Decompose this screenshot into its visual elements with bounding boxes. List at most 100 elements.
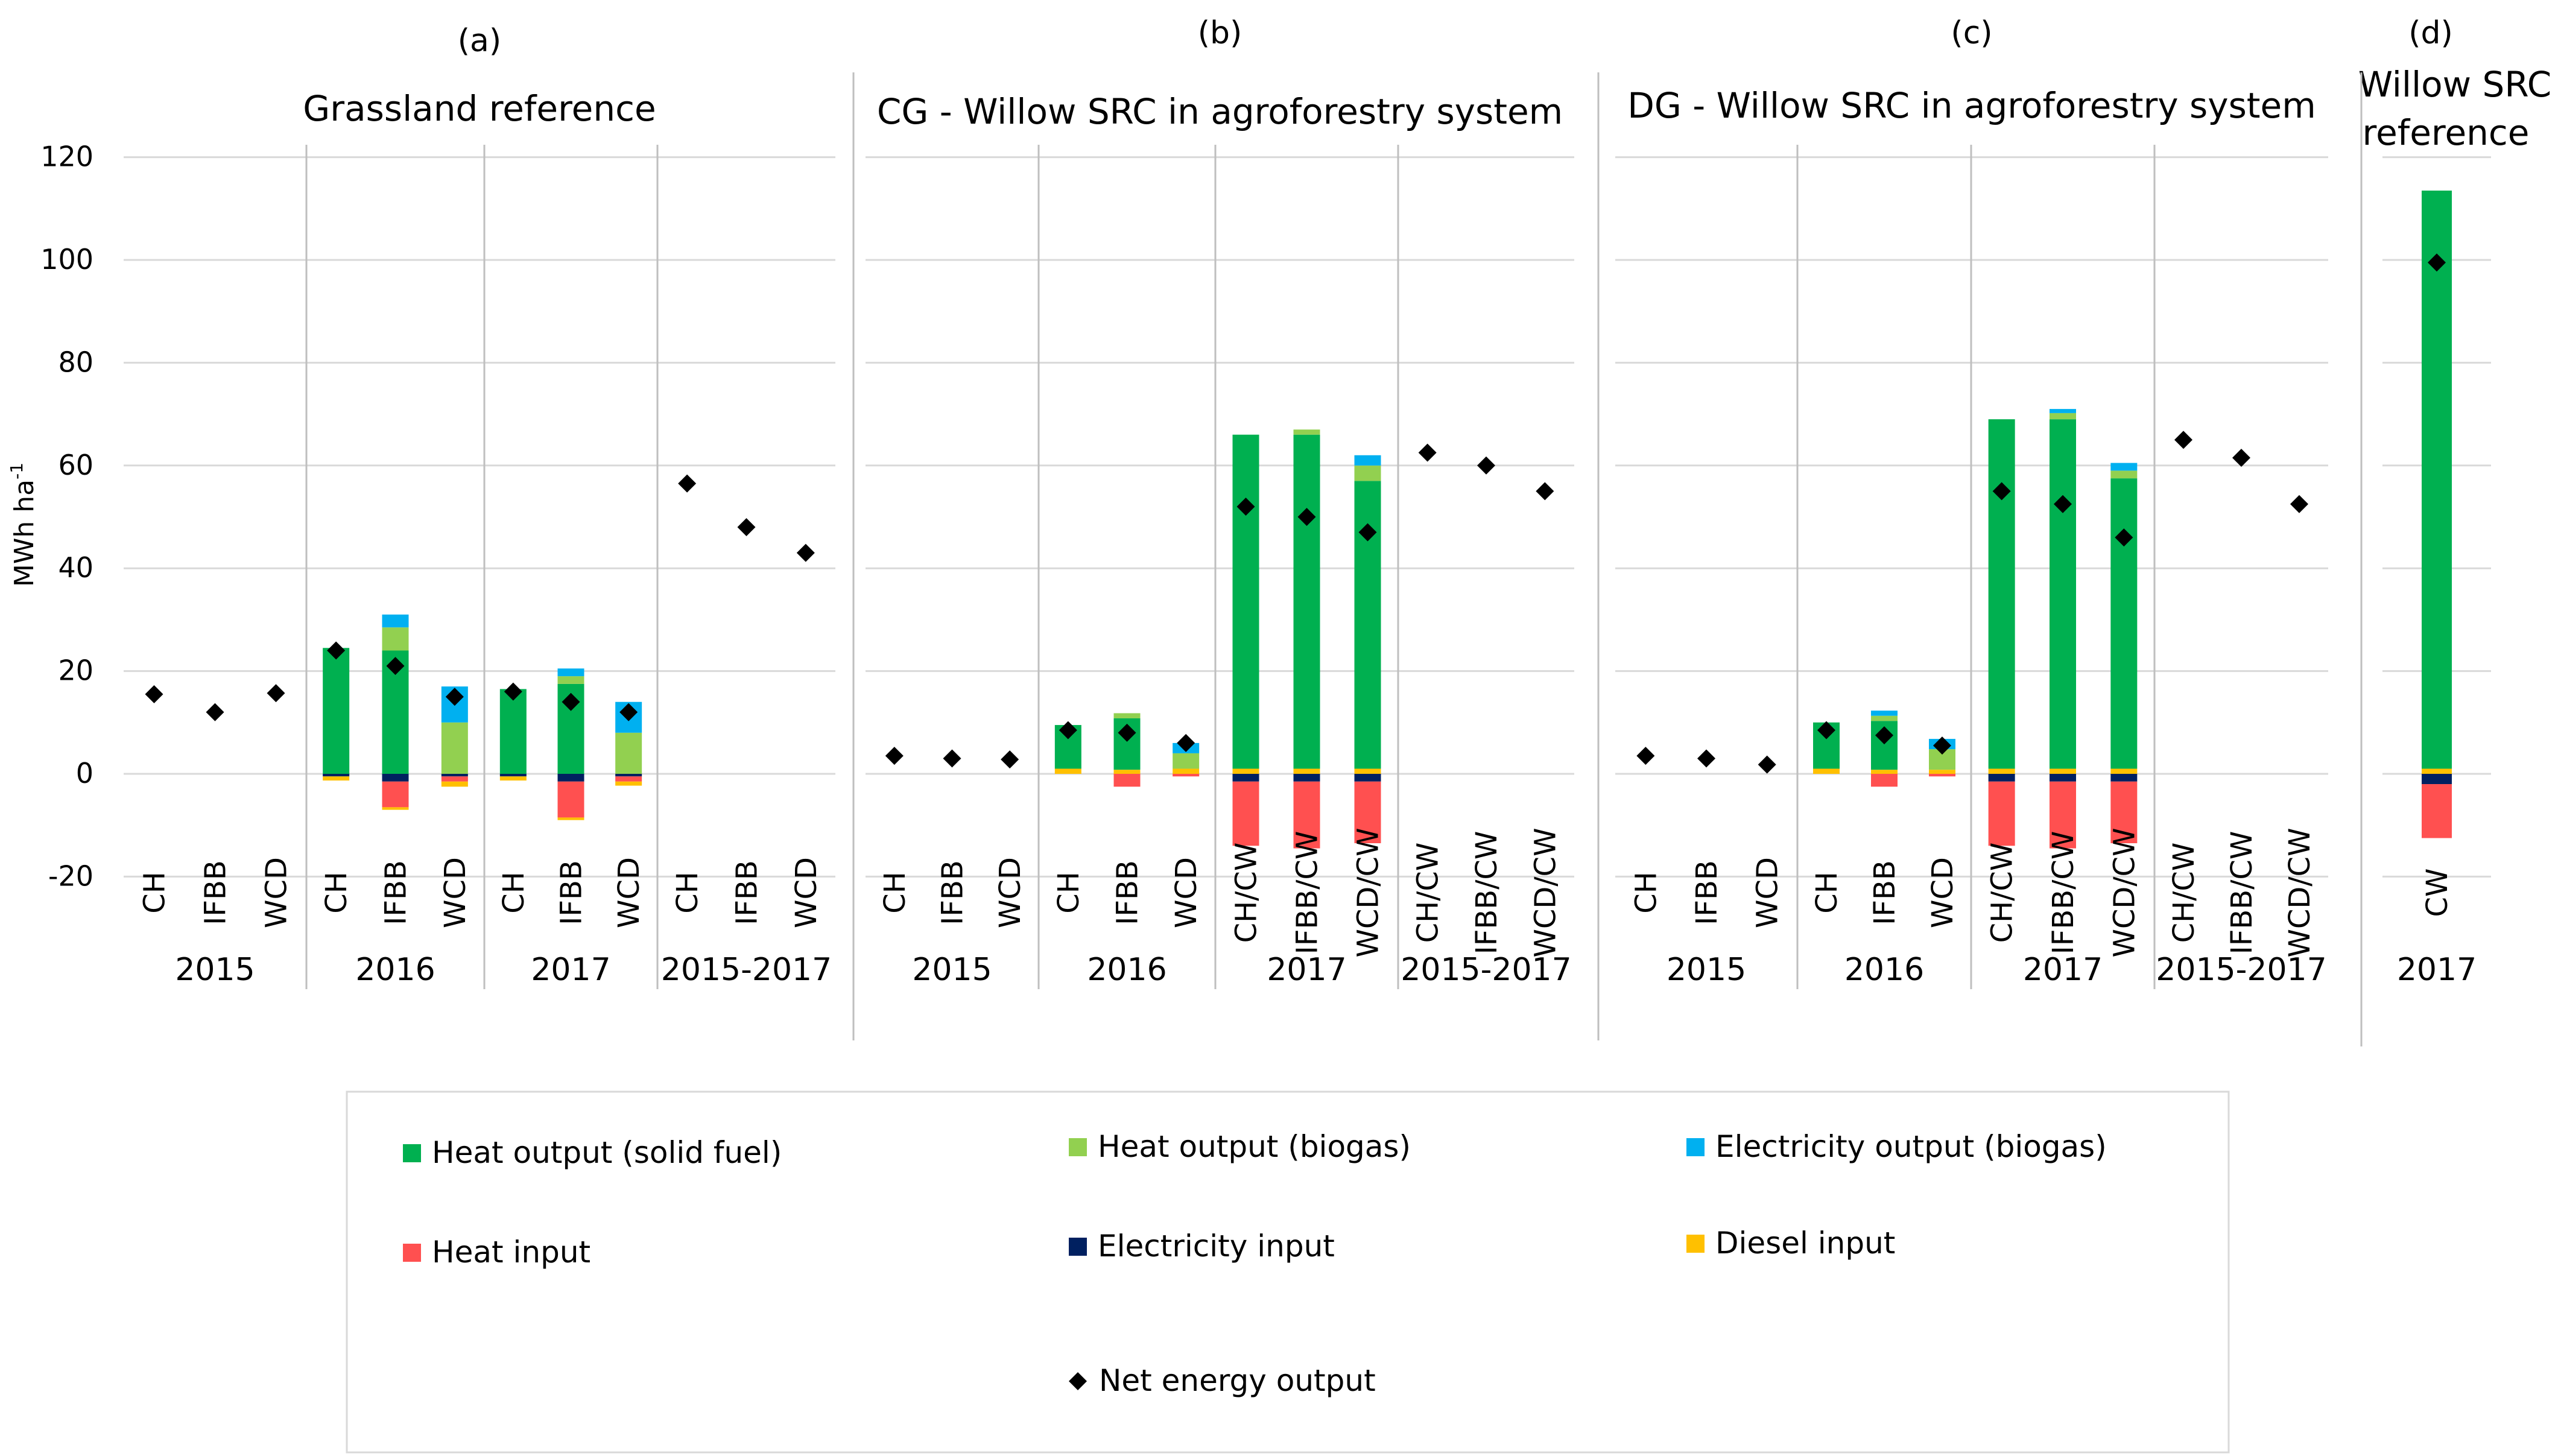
bar-heat-solid — [499, 689, 527, 774]
group-label: 2016 — [355, 952, 435, 988]
bar-diesel-input — [1113, 770, 1141, 774]
net-energy-marker — [1758, 755, 1776, 774]
category-label: IFBB — [1690, 860, 1724, 925]
legend-frame — [346, 1090, 2230, 1454]
panel-label: (a) — [458, 23, 501, 59]
net-energy-marker — [1636, 747, 1655, 765]
category-label: IFBB — [199, 860, 233, 925]
bar-elec-input — [1354, 774, 1381, 782]
category-label: CH — [1810, 872, 1844, 914]
bar-heat-biogas — [557, 676, 584, 684]
bar-heat-solid — [1232, 434, 1259, 769]
category-label: CH — [1052, 872, 1086, 914]
net-energy-marker — [1697, 749, 1715, 768]
bar-diesel-input — [1871, 770, 1898, 774]
category-label: WCD/CW — [2283, 828, 2317, 957]
group-label: 2016 — [1844, 952, 1924, 988]
bar-heat-solid — [1988, 419, 2015, 769]
y-tick-label: 60 — [58, 449, 93, 481]
net-energy-marker — [619, 703, 638, 721]
group-label: 2015-2017 — [2156, 952, 2326, 988]
net-energy-marker — [2428, 253, 2446, 272]
net-energy-marker — [1177, 733, 1195, 752]
panel-label: (b) — [1198, 15, 1243, 51]
bar-heat-solid — [2110, 478, 2138, 769]
bar-heat-biogas — [1293, 429, 1320, 435]
net-energy-marker — [1992, 482, 2011, 501]
bar-elec-input — [615, 774, 642, 777]
legend-swatch-elec-input — [1069, 1238, 1087, 1256]
bar-diesel-input — [1293, 768, 1320, 774]
panel-title: Willow SRC — [2358, 64, 2552, 105]
category-label: CH — [497, 872, 531, 914]
bar-heat-input — [382, 781, 409, 808]
bar-elec-biogas — [1871, 711, 1898, 716]
category-label: IFBB — [730, 860, 764, 925]
bar-elec-biogas — [382, 614, 409, 628]
category-label: CH/CW — [1230, 843, 1264, 943]
group-label: 2017 — [531, 952, 610, 988]
group-label: 2015 — [912, 952, 992, 988]
bar-heat-input — [1113, 774, 1141, 787]
net-energy-marker — [2054, 495, 2072, 513]
panel-label: (d) — [2408, 15, 2453, 51]
net-energy-marker — [1875, 726, 1893, 745]
net-energy-marker — [943, 749, 961, 768]
y-tick-label: 120 — [40, 141, 93, 173]
group-label: 2017 — [2397, 952, 2477, 988]
net-energy-marker — [678, 474, 697, 493]
category-label: WCD — [1170, 857, 1203, 928]
group-label: 2015 — [175, 952, 255, 988]
category-label: IFBB/CW — [1470, 831, 1504, 955]
bar-diesel-input — [2050, 768, 2076, 774]
category-label: CH/CW — [1411, 843, 1445, 943]
net-energy-marker — [386, 657, 405, 676]
legend-label-heat-solid: Heat output (solid fuel) — [432, 1135, 782, 1170]
legend-label-diesel-input: Diesel input — [1715, 1226, 1895, 1261]
bar-diesel-input — [1988, 768, 2015, 774]
net-energy-marker — [206, 703, 224, 721]
category-label: IFBB/CW — [2047, 831, 2080, 955]
bar-diesel-input — [499, 776, 527, 781]
bar-elec-input — [2110, 774, 2138, 782]
bar-heat-biogas — [382, 627, 409, 651]
bar-heat-biogas — [441, 722, 468, 774]
category-label: WCD — [438, 857, 472, 928]
net-energy-marker — [1477, 456, 1495, 475]
bar-heat-solid — [323, 648, 350, 774]
bar-elec-input — [1988, 774, 2015, 782]
legend-swatch-elec-biogas — [1686, 1138, 1705, 1156]
bar-heat-biogas — [1354, 465, 1381, 481]
net-energy-marker — [2290, 495, 2308, 513]
category-label: WCD — [612, 857, 646, 928]
bar-heat-input — [557, 781, 584, 818]
bar-elec-biogas — [1354, 455, 1381, 466]
legend-swatch-heat-solid — [403, 1144, 421, 1162]
category-label: WCD — [993, 857, 1027, 928]
y-axis-title-superscript: -1 — [7, 463, 27, 480]
legend-swatch-diesel-input — [1686, 1235, 1705, 1253]
bar-heat-biogas — [1113, 713, 1141, 718]
category-label: WCD — [1751, 857, 1785, 928]
bar-elec-input — [557, 774, 584, 782]
category-label: IFBB — [936, 860, 970, 925]
bar-heat-input — [1232, 781, 1259, 846]
category-label: CW — [2420, 869, 2454, 917]
bar-heat-input — [1871, 774, 1898, 787]
bar-heat-biogas — [1173, 753, 1200, 769]
bar-heat-input — [1293, 781, 1320, 849]
net-energy-marker — [562, 692, 580, 711]
category-label: IFBB — [379, 860, 413, 925]
bar-diesel-input — [1813, 768, 1840, 774]
panel-label: (c) — [1951, 15, 1992, 51]
panel-b: (b) CG - Willow SRC in agroforestry syste… — [866, 15, 1574, 989]
y-tick-label: 80 — [58, 346, 93, 378]
bar-diesel-input — [2422, 768, 2452, 774]
category-label: CH — [138, 872, 172, 914]
bar-elec-input — [1232, 774, 1259, 782]
bar-heat-solid — [2050, 419, 2076, 769]
net-energy-marker — [1933, 736, 1951, 755]
category-label: WCD/CW — [1352, 828, 1385, 957]
